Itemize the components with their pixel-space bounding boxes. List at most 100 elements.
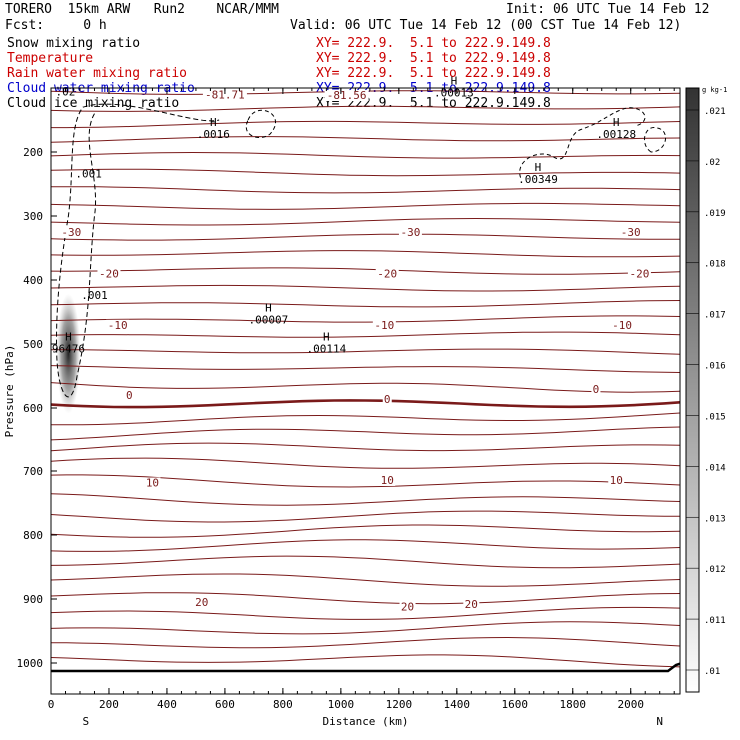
isotherm-line	[50, 284, 681, 292]
temperature-label-bg	[97, 268, 121, 280]
header-line2-right: Valid: 06 UTC Tue 14 Feb 12 (00 CST Tue …	[290, 18, 682, 33]
maximum-marker: H	[210, 116, 217, 129]
header-line2-left: Fcst: 0 h	[5, 18, 107, 33]
temperature-label: 20	[401, 601, 414, 614]
x-tick-label: 1200	[386, 698, 413, 711]
colorbar-tick-label: .01	[704, 667, 720, 677]
temperature-label-bg	[193, 597, 210, 609]
y-axis-label: Pressure (hPa)	[3, 345, 16, 438]
temperature-label: 10	[381, 474, 394, 487]
isotherm-line	[50, 300, 681, 308]
x-tick-label: 400	[157, 698, 177, 711]
isotherm-line	[50, 474, 681, 488]
isotherm-line	[50, 457, 681, 469]
isotherm-line	[50, 524, 681, 538]
isotherm-line	[50, 592, 681, 605]
maximum-value-label: .00013	[434, 86, 474, 99]
colorbar-tick-label: .019	[704, 209, 726, 219]
header-line1-right: Init: 06 UTC Tue 14 Feb 12	[506, 2, 710, 17]
legend-name-rain: Rain water mixing ratio	[7, 66, 188, 81]
temperature-label-bg	[382, 394, 392, 406]
temperature-label-bg	[375, 268, 399, 280]
colorbar-unit: g kg-1	[702, 86, 727, 94]
mixing-ratio-contour-dashed	[56, 103, 220, 398]
y-tick-label: 800	[23, 529, 43, 542]
maximum-value-label: 96476	[52, 342, 85, 355]
temperature-label: -81.56	[327, 89, 367, 102]
temperature-label-bg	[144, 477, 161, 489]
header-line1-left: TORERO 15km ARW Run2 NCAR/MMM	[5, 2, 279, 17]
colorbar-tick-label: .021	[704, 107, 726, 117]
colorbar-tick-label: .012	[704, 565, 726, 575]
colorbar-tick-label: .011	[704, 616, 726, 626]
colorbar-tick-label: .014	[704, 463, 726, 473]
isotherm-line	[51, 120, 681, 129]
maximum-marker: H	[65, 330, 72, 343]
temperature-label: -30	[400, 226, 420, 239]
temperature-label: 20	[195, 596, 208, 609]
maximum-value-label: .00128	[596, 128, 636, 141]
x-tick-label: 800	[273, 698, 293, 711]
y-tick-label: 600	[23, 402, 43, 415]
temperature-label: -10	[612, 319, 632, 332]
temperature-label: -81.71	[205, 88, 245, 101]
contour-label: .001	[75, 168, 102, 181]
isotherm-line	[50, 250, 681, 258]
mixing-ratio-contour-dashed	[245, 109, 276, 138]
isotherm-line	[50, 136, 681, 143]
temperature-label-bg	[124, 390, 134, 402]
temperature-label-bg	[610, 319, 634, 331]
temperature-label: 10	[610, 474, 623, 487]
colorbar-tick-label: .015	[704, 412, 726, 422]
legend-name-temperature: Temperature	[7, 51, 94, 66]
isotherm-line	[50, 539, 681, 552]
legend-xy-snow: XY= 222.9. 5.1 to 222.9.149.8	[316, 36, 551, 51]
isotherm-line	[50, 412, 681, 426]
isotherm-zero	[50, 399, 681, 409]
temperature-label-bg	[398, 227, 422, 238]
isotherm-line	[50, 267, 681, 275]
isotherm-line	[50, 493, 681, 506]
colorbar-tick-label: .02	[704, 158, 720, 168]
maximum-marker: H	[265, 302, 272, 315]
y-tick-label: 200	[23, 146, 43, 159]
legend-name-snow: Snow mixing ratio	[7, 36, 141, 51]
temperature-label: 0	[593, 383, 600, 396]
maximum-value-label: .00114	[306, 342, 346, 355]
y-tick-label: 700	[23, 465, 43, 478]
maximum-marker: H	[323, 330, 330, 343]
colorbar-tick-label: .016	[704, 362, 726, 372]
maximum-value-label: .00007	[249, 314, 289, 327]
isotherm-line	[50, 573, 681, 587]
temperature-label-bg	[324, 90, 369, 102]
temperature-label: 10	[146, 477, 159, 490]
temperature-label-bg	[591, 383, 601, 395]
isotherm-line	[50, 202, 681, 210]
x-tick-label: 1600	[502, 698, 529, 711]
y-tick-label: 300	[23, 210, 43, 223]
temperature-label: -20	[629, 268, 649, 281]
temperature-label: 0	[384, 393, 391, 406]
surface-line	[51, 662, 681, 673]
plot-frame	[50, 87, 681, 695]
x-end-label-south: S	[82, 715, 89, 728]
isotherm-line	[50, 105, 681, 112]
temperature-label-bg	[463, 599, 480, 611]
isotherm-line	[50, 168, 681, 177]
temperature-label: -20	[377, 268, 397, 281]
temperature-label: 20	[465, 598, 478, 611]
isotherm-line	[50, 151, 681, 159]
legend-xy-temperature: XY= 222.9. 5.1 to 222.9.149.8	[316, 51, 551, 66]
colorbar-tick-label: .018	[704, 260, 726, 270]
mixing-ratio-contour-dashed	[643, 127, 666, 153]
mixing-ratio-contour-dashed	[519, 107, 646, 178]
temperature-label-bg	[399, 601, 416, 613]
x-end-label-north: N	[656, 715, 663, 728]
isotherm-line	[50, 654, 681, 668]
temperature-label: -30	[621, 226, 641, 239]
isotherm-line	[50, 331, 681, 338]
temperature-label-bg	[106, 319, 130, 331]
legend-xy-rain: XY= 222.9. 5.1 to 222.9.149.8	[316, 66, 551, 81]
temperature-label-bg	[372, 319, 396, 331]
